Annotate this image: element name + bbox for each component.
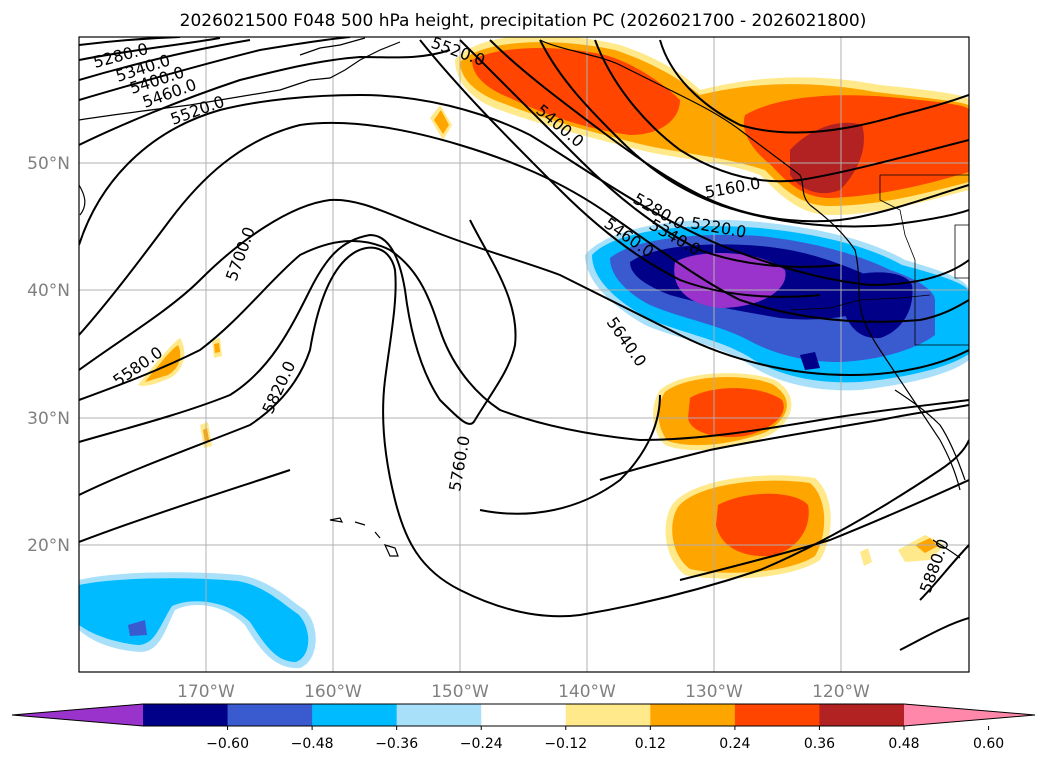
height-contours xyxy=(79,37,969,651)
colorbar-tick-label: −0.36 xyxy=(375,736,418,752)
precip-positive-south xyxy=(665,475,831,579)
colorbar-extend-min xyxy=(12,704,143,726)
colorbar-tick-label: 0.60 xyxy=(973,736,1004,752)
colorbar-segment xyxy=(227,704,313,726)
lat-tick-label: 20°N xyxy=(27,536,70,556)
lat-tick-label: 40°N xyxy=(27,281,70,301)
coastlines xyxy=(79,37,966,559)
colorbar-segment xyxy=(650,704,736,726)
colorbar-tick-label: −0.24 xyxy=(460,736,503,752)
colorbar-segment xyxy=(396,704,482,726)
colorbar-tick-label: −0.12 xyxy=(544,736,587,752)
lon-tick-label: 130°W xyxy=(685,682,743,702)
map-frame xyxy=(78,36,970,673)
graticule xyxy=(79,37,969,672)
colorbar-segment xyxy=(481,704,567,726)
lon-tick-label: 160°W xyxy=(304,682,362,702)
lat-axis: 50°N 40°N 30°N 20°N xyxy=(27,154,70,556)
colorbar-tick-label: −0.48 xyxy=(291,736,334,752)
colorbar-tick-label: −0.60 xyxy=(206,736,249,752)
lat-tick-label: 30°N xyxy=(27,409,70,429)
colorbar-segment xyxy=(565,704,651,726)
colorbar-outline xyxy=(11,703,1036,727)
lon-axis: 170°W 160°W 150°W 140°W 130°W 120°W xyxy=(177,682,870,702)
colorbar-segment xyxy=(734,704,820,726)
colorbar-tick-label: 0.24 xyxy=(719,736,750,752)
colorbar-extend-max xyxy=(904,704,1035,726)
colorbar-segment xyxy=(143,704,229,726)
precip-positive-small xyxy=(138,105,945,566)
colorbar-tick-label: 0.36 xyxy=(804,736,835,752)
lon-tick-label: 120°W xyxy=(812,682,870,702)
colorbar-segment xyxy=(312,704,398,726)
colorbar-tick-label: 0.48 xyxy=(888,736,919,752)
lon-tick-label: 140°W xyxy=(558,682,616,702)
figure-title: 2026021500 F048 500 hPa height, precipit… xyxy=(180,11,867,31)
lon-tick-label: 150°W xyxy=(431,682,489,702)
precip-negative-california xyxy=(585,219,969,391)
precip-negative-southwest xyxy=(79,572,316,669)
colorbar-tick-label: 0.12 xyxy=(635,736,666,752)
map-area: 5280.0 5340.0 5400.0 5460.0 5520.0 5700.… xyxy=(79,37,969,672)
colorbar-segment xyxy=(819,704,905,726)
lat-tick-label: 50°N xyxy=(27,154,70,174)
colorbar: −0.60 −0.48 −0.36 −0.24 −0.12 0.12 0.24 0.36 0.4… xyxy=(11,703,1036,752)
lon-tick-label: 170°W xyxy=(177,682,235,702)
